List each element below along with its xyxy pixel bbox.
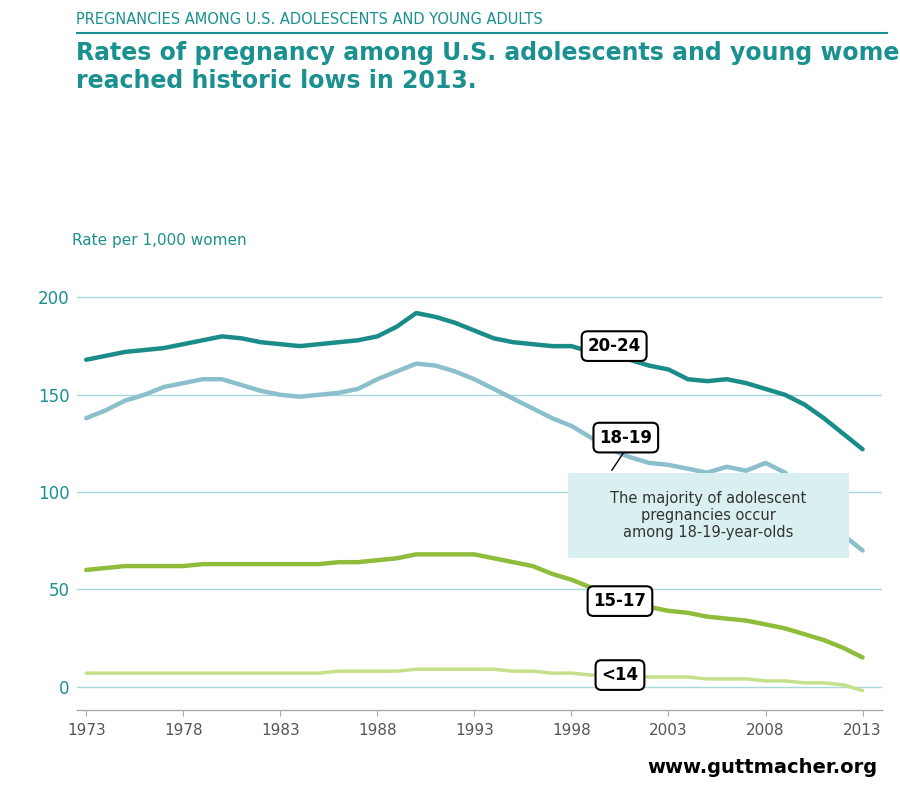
Text: Rates of pregnancy among U.S. adolescents and young women
reached historic lows : Rates of pregnancy among U.S. adolescent… <box>76 41 900 93</box>
Text: 18-19: 18-19 <box>599 428 652 447</box>
FancyBboxPatch shape <box>568 473 849 559</box>
Text: www.guttmacher.org: www.guttmacher.org <box>647 758 878 777</box>
Text: Rate per 1,000 women: Rate per 1,000 women <box>73 234 248 249</box>
Text: PREGNANCIES AMONG U.S. ADOLESCENTS AND YOUNG ADULTS: PREGNANCIES AMONG U.S. ADOLESCENTS AND Y… <box>76 12 544 27</box>
Text: The majority of adolescent
pregnancies occur
among 18-19-year-olds: The majority of adolescent pregnancies o… <box>610 491 806 540</box>
Text: <14: <14 <box>601 666 638 684</box>
Text: 20-24: 20-24 <box>588 337 641 355</box>
Text: 15-17: 15-17 <box>593 592 646 610</box>
